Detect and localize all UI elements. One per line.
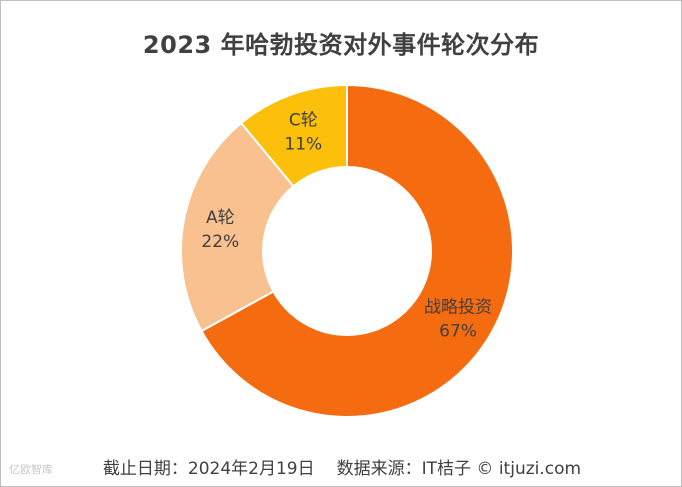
donut-slice-a-round [180, 121, 295, 333]
chart-footer: 截止日期：2024年2月19日 数据来源：IT桔子 © itjuzi.com [1, 454, 681, 479]
watermark-logo: 亿欧智库 [9, 461, 53, 477]
slice-label-a-round: A轮 [206, 208, 235, 228]
slice-value-strategic: 67% [439, 322, 477, 342]
slice-label-strategic: 战略投资 [424, 298, 492, 318]
slice-value-c-round: 11% [284, 135, 322, 155]
data-source: 数据来源：IT桔子 © itjuzi.com [336, 459, 582, 479]
chart-title: 2023 年哈勃投资对外事件轮次分布 [142, 31, 540, 59]
donut-slice-c-round [239, 83, 348, 188]
cutoff-date: 截止日期：2024年2月19日 [102, 459, 315, 479]
slice-value-a-round: 22% [201, 232, 239, 252]
slice-label-c-round: C轮 [289, 111, 318, 131]
donut-slice-strategic [200, 83, 514, 418]
watermark-text: 亿欧智库 [9, 463, 53, 476]
